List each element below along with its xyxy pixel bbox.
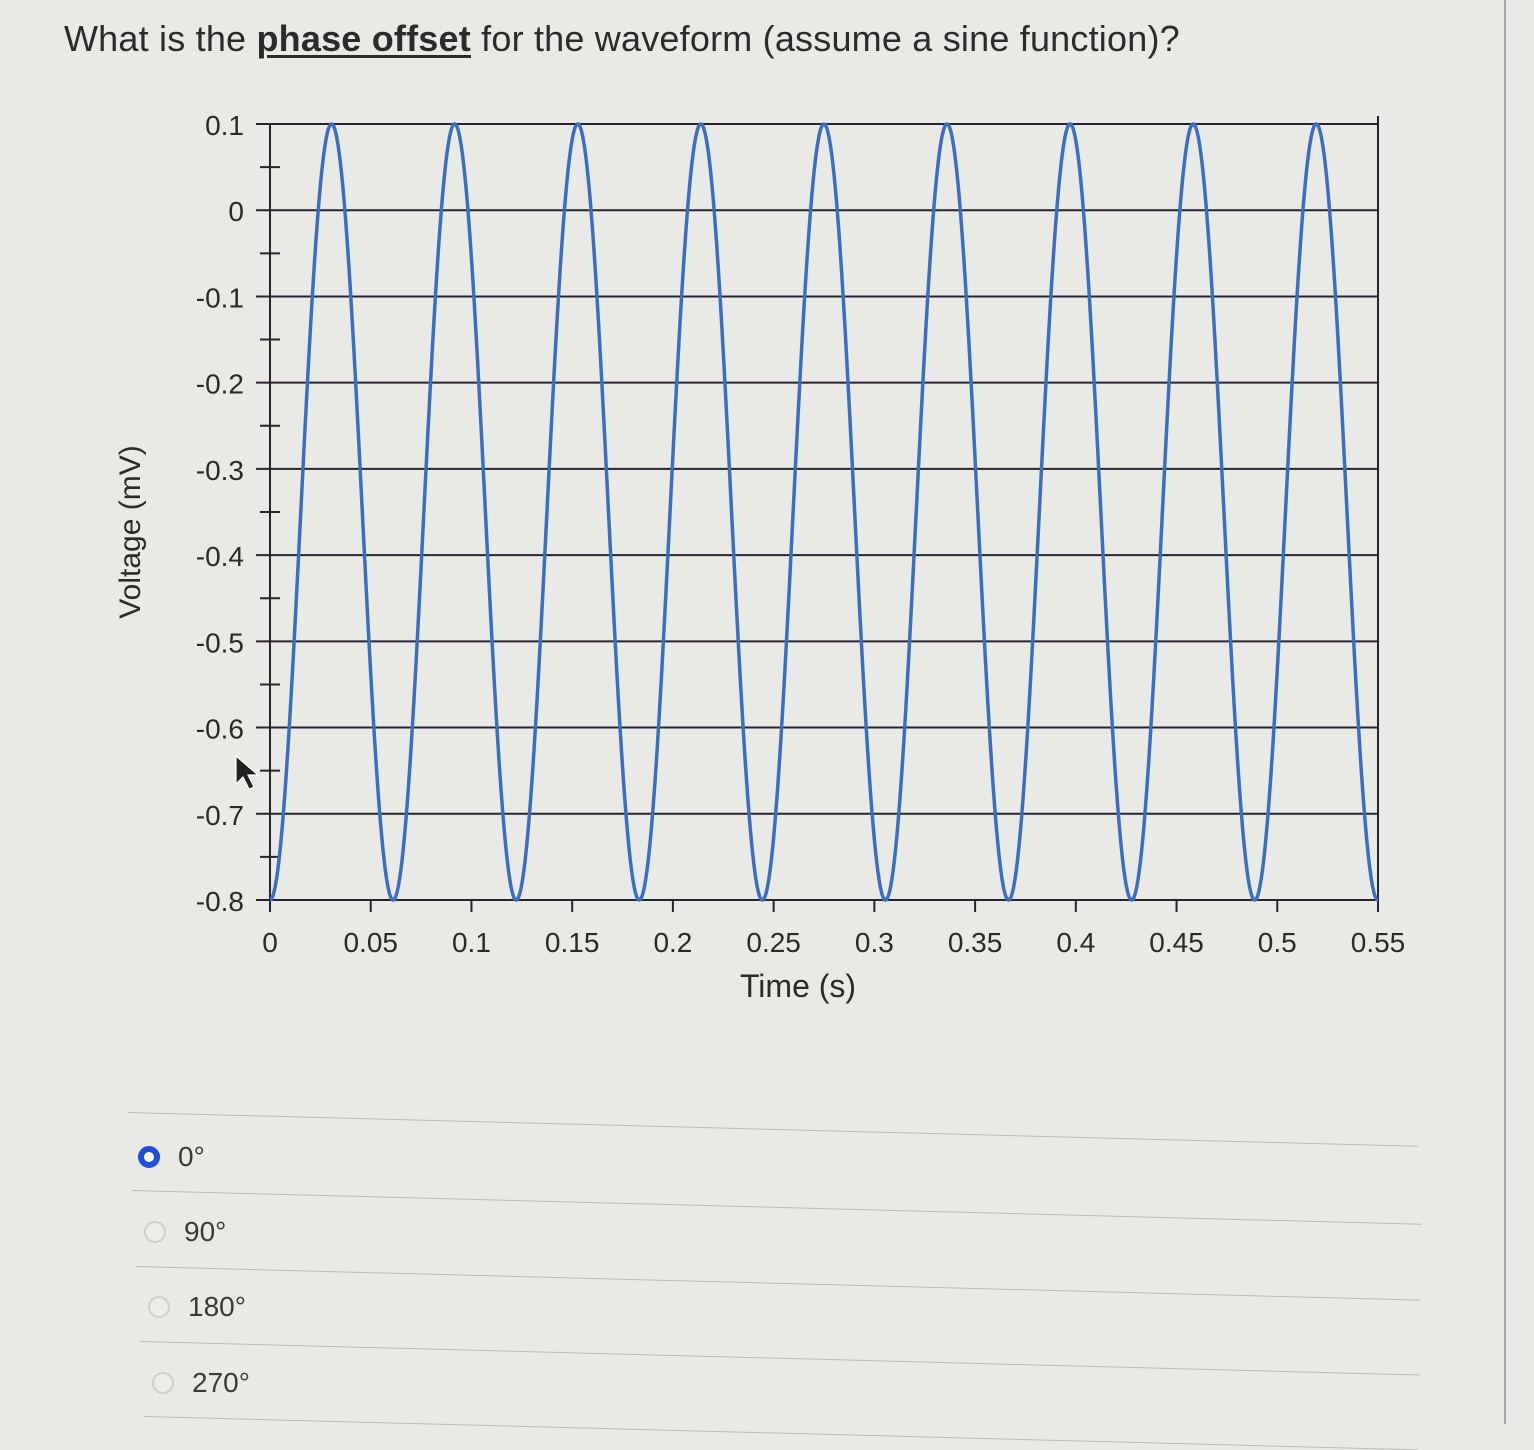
question-text: What is the phase offset for the wavefor… — [64, 18, 1180, 60]
x-axis: 0 0.05 0.1 0.15 0.2 0.25 0.3 0.35 0.4 0.45 0.5 0.55 — [262, 900, 1405, 958]
y-tick-label: -0.1 — [196, 282, 244, 313]
option-180-degrees[interactable]: 180° — [148, 1291, 246, 1323]
radio-selected-icon[interactable] — [138, 1146, 160, 1168]
x-tick-label: 0.5 — [1258, 927, 1297, 958]
y-tick-label: -0.3 — [196, 455, 244, 486]
x-tick-label: 0.15 — [545, 927, 600, 958]
option-divider — [127, 1112, 1418, 1147]
y-tick-label: -0.7 — [196, 800, 244, 831]
question-suffix: for the waveform (assume a sine function… — [470, 18, 1180, 59]
y-tick-label: -0.2 — [196, 369, 244, 400]
option-0-degrees[interactable]: 0° — [138, 1141, 205, 1173]
question-emphasis: phase offset — [256, 18, 471, 59]
page-right-border — [1504, 0, 1506, 1424]
option-label: 0° — [178, 1141, 205, 1172]
y-axis-label: Voltage (mV) — [114, 445, 147, 618]
option-divider — [143, 1416, 1419, 1450]
option-label: 270° — [192, 1367, 250, 1398]
option-label: 90° — [184, 1216, 227, 1247]
radio-unselected-icon[interactable] — [144, 1221, 166, 1243]
waveform-line — [268, 122, 1380, 902]
x-axis-label: Time (s) — [740, 968, 856, 1004]
y-tick-label: -0.6 — [196, 714, 244, 745]
y-tick-label: 0.1 — [205, 110, 244, 141]
y-tick-label: -0.5 — [196, 627, 244, 658]
x-tick-label: 0.25 — [746, 927, 801, 958]
mouse-cursor-icon — [235, 754, 260, 790]
option-divider — [139, 1341, 1420, 1376]
option-label: 180° — [188, 1291, 246, 1322]
y-tick-label: -0.8 — [196, 886, 244, 917]
radio-unselected-icon[interactable] — [152, 1372, 174, 1394]
option-divider — [135, 1266, 1421, 1301]
x-tick-label: 0 — [262, 927, 278, 958]
y-axis: 0.1 0 -0.1 -0.2 -0.3 -0.4 -0.5 -0.6 -0.7 -0.8 — [196, 110, 280, 917]
question-prefix: What is the — [64, 18, 257, 59]
chart-svg: 0.10-0.1-0.2-0.3-0.4-0.5-0.6-0.7-0.8 0 0.… — [114, 110, 1405, 1004]
x-tick-label: 0.55 — [1351, 927, 1406, 958]
option-90-degrees[interactable]: 90° — [144, 1216, 226, 1248]
x-tick-label: 0.4 — [1056, 927, 1095, 958]
y-tick-label: 0 — [228, 196, 244, 227]
option-divider — [131, 1190, 1422, 1225]
x-tick-label: 0.05 — [343, 927, 398, 958]
x-tick-label: 0.45 — [1149, 927, 1204, 958]
x-tick-label: 0.3 — [855, 927, 894, 958]
waveform-chart: 0.1 0 -0.1 -0.2 -0.3 -0.4 -0.5 -0.6 -0.7 -0.8 0 0.… — [114, 110, 1405, 1004]
x-tick-label: 0.35 — [948, 927, 1003, 958]
x-tick-label: 0.1 — [452, 927, 491, 958]
y-tick-label: -0.4 — [196, 541, 244, 572]
radio-unselected-icon[interactable] — [148, 1296, 170, 1318]
option-270-degrees[interactable]: 270° — [152, 1367, 250, 1399]
x-tick-label: 0.2 — [653, 927, 692, 958]
